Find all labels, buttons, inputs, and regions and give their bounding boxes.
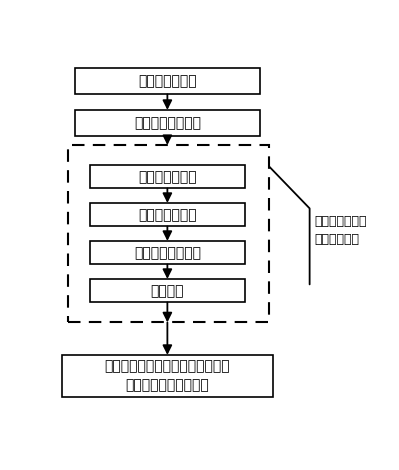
Bar (90, 203, 245, 227)
Text: 获取样本数据值: 获取样本数据值 (138, 74, 197, 88)
Bar (62, 355, 273, 397)
Text: 网络训练: 网络训练 (151, 284, 184, 298)
Text: 利用得到的校准补偿模型对热敏温
度计测量结果进行校准: 利用得到的校准补偿模型对热敏温 度计测量结果进行校准 (105, 360, 230, 392)
Bar (90, 279, 245, 303)
Text: 网络参数初始化: 网络参数初始化 (138, 170, 197, 184)
Bar (69, 145, 269, 322)
Bar (75, 110, 260, 136)
Text: 进行网络误差计算: 进行网络误差计算 (134, 246, 201, 260)
Text: 初始化神经网络: 初始化神经网络 (138, 208, 197, 222)
Bar (90, 241, 245, 265)
Text: 热敏温度计校准
补偿模型训练: 热敏温度计校准 补偿模型训练 (314, 215, 367, 246)
Text: 神经网络模型设置: 神经网络模型设置 (134, 116, 201, 130)
Bar (75, 68, 260, 94)
Bar (90, 165, 245, 188)
